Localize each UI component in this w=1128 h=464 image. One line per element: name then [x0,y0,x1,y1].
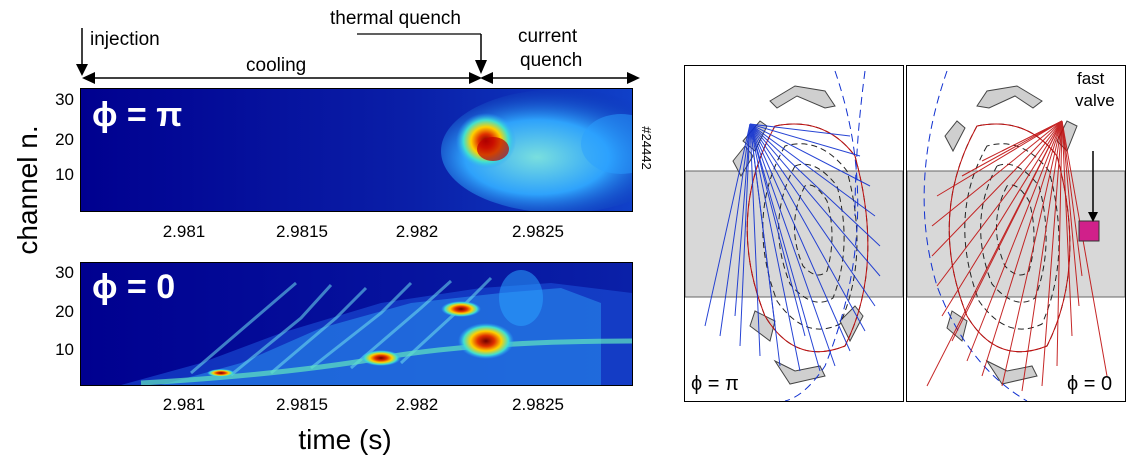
current-quench-label-2: quench [520,50,583,71]
injection-label: injection [90,29,160,50]
fast-valve-label-2: valve [1075,91,1115,110]
bottom-xtick: 2.9815 [276,395,328,414]
shot-number: #24442 [634,108,654,188]
top-xtick: 2.981 [162,222,206,241]
heatmap-top-plot [81,89,681,213]
bottom-xtick: 2.982 [395,395,439,414]
cooling-streaks [190,276,493,377]
top-xtick: 2.9825 [512,222,564,241]
top-xtick: 2.9815 [276,222,328,241]
y-axis-label: channel n. [12,125,43,255]
x-axis-label: time (s) [298,424,392,455]
current-quench-arrow [480,72,640,84]
thermal-quench-label: thermal quench [330,8,461,29]
shot-number-text: #24442 [639,126,654,170]
y-axis-label-text: channel n. [12,125,43,255]
tokamak-left-panel: ϕ = π [684,65,904,402]
thermal-quench-arrow [357,33,487,74]
current-quench-label-1: current [518,26,578,47]
bottom-ytick: 10 [55,340,74,359]
bottom-ytick: 30 [55,263,74,282]
top-ytick: 30 [55,90,74,109]
heatmap-bottom-plot [81,263,633,386]
tokamak-left-svg [685,70,903,401]
top-ytick: 20 [55,130,74,149]
heatmap-top [80,88,681,213]
cooling-arrow [82,72,482,84]
right-sightlines [926,120,1108,392]
bottom-xtick: 2.9825 [512,395,564,414]
left-sightlines [704,123,881,372]
fast-valve-marker [1078,220,1100,242]
tokamak-right-svg [907,70,1125,401]
top-phi-label: ϕ = π [92,96,183,134]
top-xtick: 2.982 [395,222,439,241]
bottom-phi-label: ϕ = 0 [92,268,176,306]
bottom-ytick: 20 [55,302,74,321]
tokamak-right-panel: fast valve ϕ = 0 [906,65,1126,402]
tokamak-right-label: ϕ = 0 [1067,373,1113,395]
heatmap-bottom [80,262,633,386]
bottom-xtick: 2.981 [162,395,206,414]
tokamak-left-label: ϕ = π [691,373,739,395]
injection-arrow [76,28,88,76]
top-ytick: 10 [55,165,74,184]
cooling-label: cooling [246,55,307,76]
fast-valve-label-1: fast [1077,69,1105,88]
